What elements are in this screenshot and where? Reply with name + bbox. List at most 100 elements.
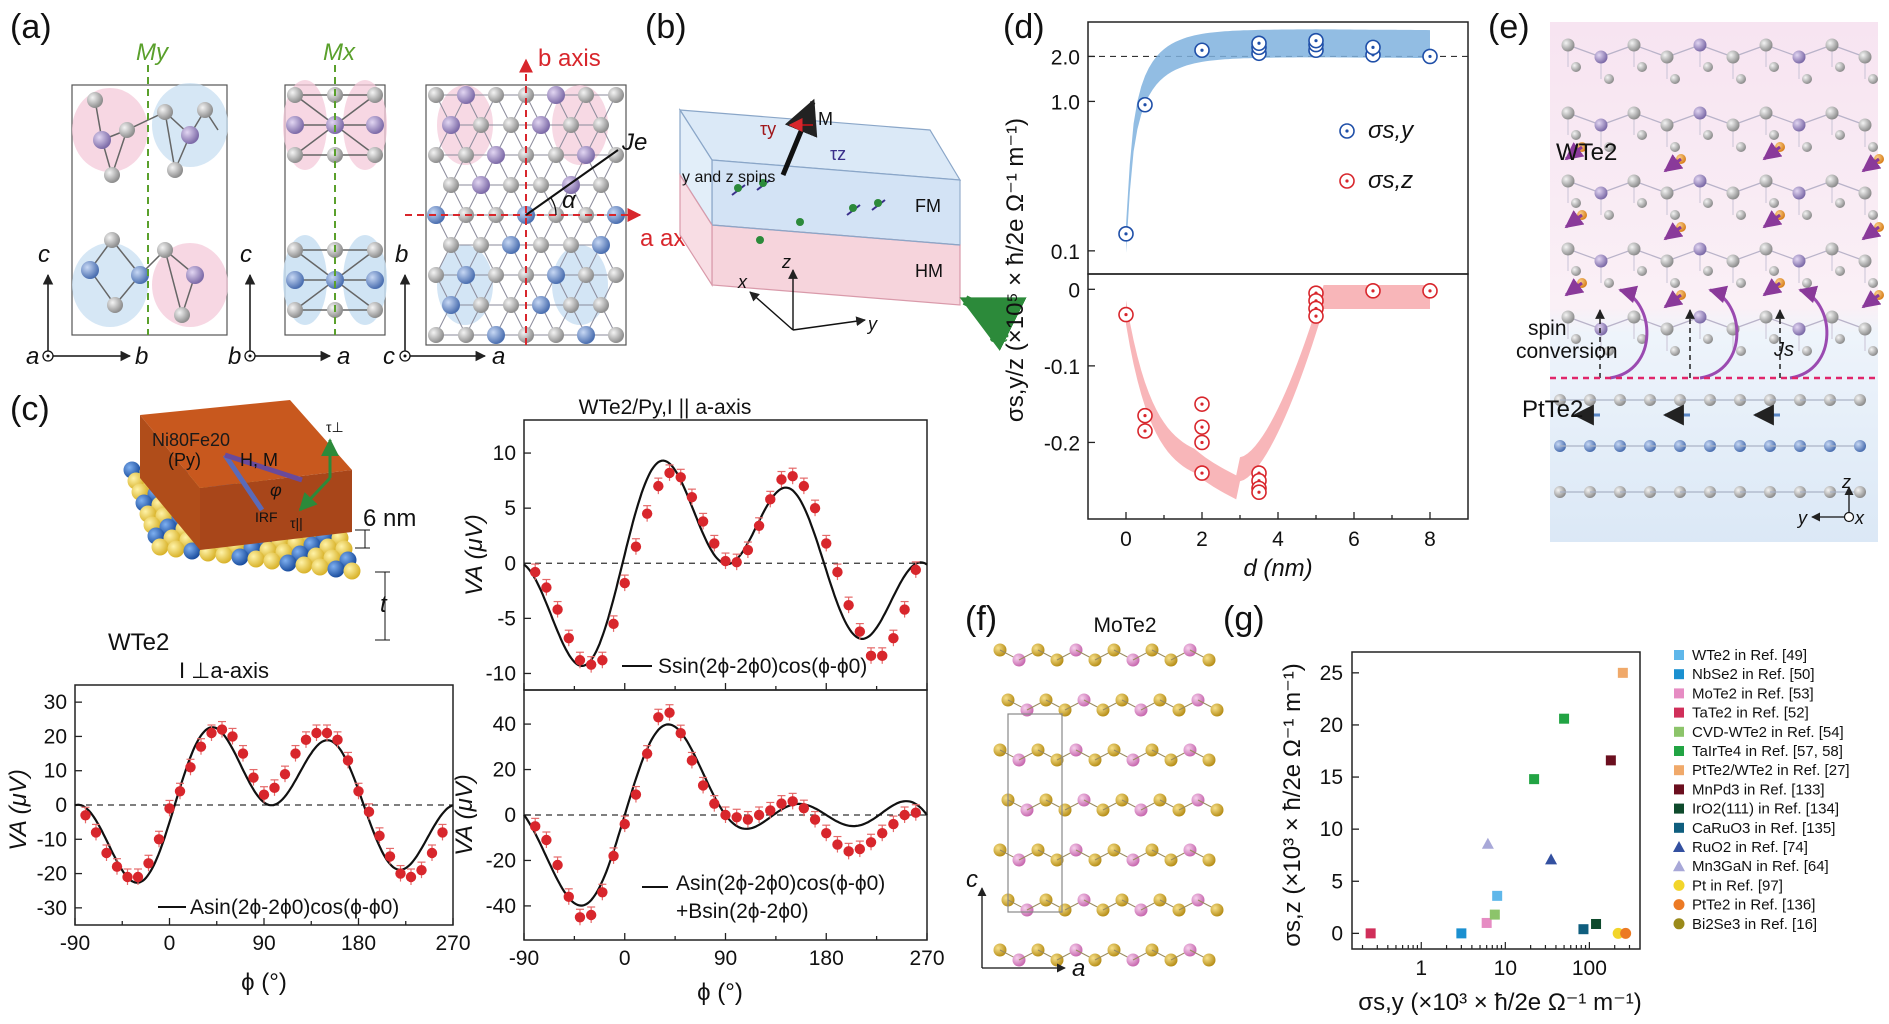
data-point-sz-dot (1200, 471, 1204, 475)
atom (1825, 106, 1839, 120)
data-point (174, 786, 186, 797)
y-tick-label: 0 (1331, 922, 1343, 945)
heterostructure (1554, 38, 1884, 498)
atom (458, 327, 474, 343)
atom (457, 266, 475, 284)
atom (1693, 174, 1707, 188)
atom (1769, 198, 1779, 208)
legend-label: MnPd3 in Ref. [133] (1692, 781, 1825, 798)
data-point (1578, 924, 1589, 935)
atom (593, 177, 609, 193)
data-point (1365, 928, 1376, 939)
legend-marker (1674, 669, 1684, 680)
data-point (258, 789, 270, 800)
spin-arrow (1564, 142, 1585, 161)
chart-c-right: WTe2/Py,I || a-axis 10 5 0 -5 -10 40 20 0 -20 -40… (451, 396, 945, 1006)
data-point (843, 599, 854, 611)
atom (1835, 334, 1845, 344)
data-point (664, 707, 675, 718)
f-axis-a: a (1072, 955, 1085, 982)
atom (1627, 310, 1641, 324)
atom (1868, 74, 1878, 84)
atom (1670, 210, 1680, 220)
legend-label: Bi2Se3 in Ref. [16] (1692, 916, 1817, 933)
atom (1726, 254, 1740, 268)
legend-label: TaTe2 in Ref. [52] (1692, 705, 1809, 722)
chart-d-xlabel: d (nm) (1243, 555, 1312, 582)
atom (1693, 106, 1707, 120)
legend-label: MoTe2 in Ref. [53] (1692, 685, 1814, 702)
legend-marker (1673, 860, 1685, 872)
spin-arrow (1861, 290, 1882, 309)
atom (532, 116, 550, 134)
data-point (437, 827, 448, 838)
data-point (720, 555, 731, 567)
atom (518, 267, 534, 283)
x-tick-label: 0 (1120, 528, 1132, 551)
atom (151, 538, 169, 556)
atom (1759, 106, 1773, 120)
atom (1670, 74, 1680, 84)
data-point (290, 748, 301, 759)
atom (1571, 130, 1581, 140)
chart-d-ylabel: σs,y/z (×10⁵ × ħ/2e Ω⁻¹ m⁻¹) (1002, 118, 1029, 422)
atom (1561, 310, 1575, 324)
data-point (153, 834, 165, 845)
legend-marker (1674, 707, 1684, 718)
data-point (697, 780, 709, 791)
atom (1670, 278, 1680, 288)
data-point (899, 604, 910, 615)
chart-c-right-title: WTe2/Py,I || a-axis (579, 396, 752, 419)
data-point-sy-dot (1257, 41, 1261, 45)
atom (533, 177, 549, 193)
py-label: Ni80Fe20 (152, 430, 230, 450)
data-point (1605, 755, 1616, 766)
data-point (809, 814, 821, 825)
atom (457, 86, 475, 104)
data-point (653, 712, 664, 723)
y-tick-label: 20 (493, 759, 516, 782)
data-point (353, 786, 364, 797)
chart-c-left: I ⊥a-axis 30 20 10 0 -10 -20 -30 -90 0 90 180 270 V… (5, 658, 471, 996)
atom (1802, 210, 1812, 220)
y-tick-label: 0 (504, 552, 516, 575)
legend-marker (1674, 688, 1684, 699)
atom (1736, 142, 1746, 152)
atom (608, 87, 624, 103)
atom (1571, 266, 1581, 276)
data-point (395, 868, 406, 879)
atom (1604, 346, 1614, 356)
atom (442, 116, 460, 134)
atom (1627, 242, 1641, 256)
atom (442, 296, 460, 314)
data-point (227, 731, 238, 742)
e-js-label: Js (1773, 339, 1794, 361)
atom (473, 117, 489, 133)
atom (1835, 198, 1845, 208)
atom (1594, 254, 1608, 268)
atom (1769, 266, 1779, 276)
atom (1703, 130, 1713, 140)
atom (578, 267, 594, 283)
je-b-label: Je (989, 326, 1009, 346)
x-tick-label: 4 (1272, 528, 1284, 551)
atom (1210, 703, 1224, 717)
atom (1759, 242, 1773, 256)
data-point (776, 474, 787, 485)
atom (1835, 62, 1845, 72)
atom (548, 327, 564, 343)
legend-sz: σs,z (1368, 167, 1413, 194)
atom (1854, 440, 1866, 452)
atom (1627, 174, 1641, 188)
atom (1854, 394, 1866, 406)
data-point (731, 812, 742, 823)
legend-marker (1674, 746, 1684, 756)
atom (548, 147, 564, 163)
atom (1604, 278, 1614, 288)
legend-label: IrO2(111) in Ref. [134] (1692, 801, 1839, 818)
data-point (143, 858, 154, 869)
mote2-structure (993, 643, 1224, 967)
atom (279, 554, 297, 572)
atom (1594, 186, 1608, 200)
